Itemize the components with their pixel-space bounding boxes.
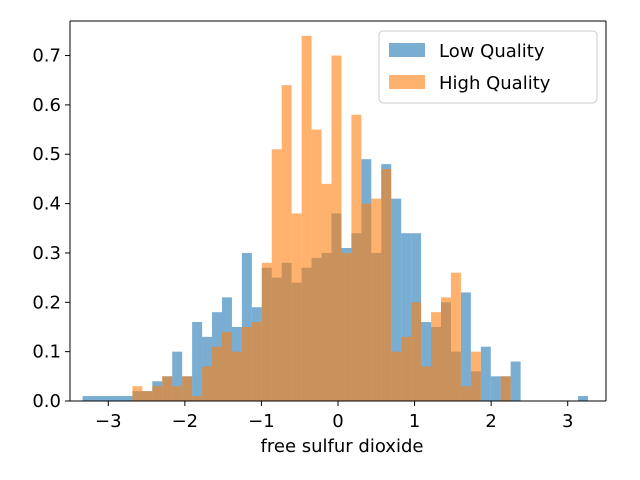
- y-tick-label: 0.4: [32, 194, 61, 215]
- high-quality-bar-3: [162, 376, 173, 401]
- y-tick-label: 0.2: [32, 292, 61, 313]
- high-quality-bar-11: [241, 326, 252, 401]
- low-quality-bar-2: [102, 396, 113, 401]
- high-quality-bar-18: [311, 129, 322, 401]
- legend-box: [378, 30, 598, 104]
- high-quality-bar-22: [351, 114, 362, 402]
- legend-label-low-quality: Low Quality: [439, 41, 545, 62]
- high-quality-bar-33: [460, 386, 471, 401]
- bars-layer: [82, 35, 588, 402]
- y-tick-label: 0.6: [32, 95, 61, 116]
- high-quality-bar-24: [371, 198, 382, 401]
- y-tick-label: 0.1: [32, 342, 61, 363]
- low-quality-bar-4: [122, 396, 133, 401]
- high-quality-bar-10: [231, 351, 242, 401]
- high-quality-bar-26: [391, 351, 402, 401]
- high-quality-bar-16: [291, 213, 302, 401]
- x-tick-label: 3: [562, 411, 573, 432]
- y-tick-label: 0.3: [32, 243, 61, 264]
- high-quality-bar-34: [470, 351, 481, 401]
- low-quality-bar-41: [490, 376, 501, 401]
- x-tick-label: −1: [248, 411, 275, 432]
- low-quality-bar-44: [578, 396, 588, 401]
- legend-swatch-high-quality: [389, 75, 425, 89]
- legend-label-high-quality: High Quality: [439, 73, 551, 94]
- high-quality-bar-14: [271, 149, 282, 401]
- low-quality-bar-0: [82, 396, 93, 401]
- y-axis-ticks: 0.0 0.1 0.2 0.3 0.4 0.5 0.6 0.7: [32, 46, 70, 412]
- high-quality-bar-20: [331, 55, 342, 402]
- high-quality-bar-32: [450, 272, 461, 401]
- high-quality-bar-19: [321, 183, 332, 401]
- low-quality-bar-31: [391, 198, 402, 401]
- x-axis-ticks: −3 −2 −1 0 1 2 3: [95, 401, 573, 432]
- low-quality-bar-43: [510, 361, 521, 401]
- high-quality-bar-12: [251, 322, 262, 401]
- x-tick-label: −2: [172, 411, 199, 432]
- legend-swatch-low-quality: [389, 43, 425, 57]
- high-quality-bar-15: [281, 85, 292, 401]
- high-quality-bar-6: [192, 396, 203, 401]
- low-quality-bar-1: [92, 396, 103, 401]
- high-quality-bar-17: [301, 35, 312, 402]
- low-quality-bar-3: [112, 396, 123, 401]
- high-quality-bar-31: [440, 297, 451, 401]
- x-tick-label: 2: [485, 411, 496, 432]
- low-quality-bar-9: [172, 351, 183, 401]
- x-axis-label: free sulfur dioxide: [261, 436, 424, 457]
- low-quality-bar-38: [460, 292, 471, 401]
- high-quality-bar-4: [172, 386, 183, 401]
- x-tick-label: −3: [95, 411, 122, 432]
- high-quality-bar-9: [221, 331, 232, 401]
- y-tick-label: 0.5: [32, 144, 61, 165]
- high-quality-bar-35: [500, 376, 511, 401]
- high-quality-bar-29: [421, 366, 432, 401]
- high-quality-bar-30: [431, 312, 441, 401]
- low-quality-bar-11: [192, 322, 203, 401]
- high-quality-bar-7: [202, 366, 213, 401]
- high-quality-bar-25: [381, 169, 392, 401]
- y-tick-label: 0.7: [32, 46, 61, 67]
- high-quality-bar-23: [361, 203, 372, 401]
- y-tick-label: 0.0: [32, 391, 61, 412]
- high-quality-bar-5: [182, 376, 193, 401]
- low-quality-bar-34: [421, 322, 432, 401]
- high-quality-bar-13: [261, 262, 272, 401]
- low-quality-bar-32: [401, 233, 412, 401]
- high-quality-bar-28: [411, 302, 422, 401]
- high-quality-bar-27: [401, 336, 412, 401]
- high-quality-bar-8: [212, 346, 222, 401]
- high-quality-bar-0: [132, 386, 143, 401]
- x-tick-label: 1: [409, 411, 420, 432]
- legend: Low Quality High Quality: [378, 30, 598, 104]
- x-tick-label: 0: [332, 411, 343, 432]
- high-quality-bar-2: [152, 386, 163, 401]
- low-quality-bar-40: [480, 346, 491, 401]
- high-quality-bar-1: [142, 391, 153, 401]
- high-quality-bar-21: [341, 252, 352, 401]
